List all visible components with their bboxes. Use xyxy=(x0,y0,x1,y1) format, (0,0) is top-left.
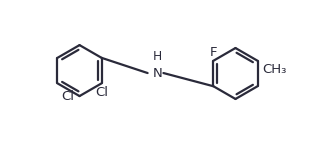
Text: N: N xyxy=(153,67,162,80)
Text: H: H xyxy=(153,50,162,63)
Text: Cl: Cl xyxy=(62,90,75,103)
Text: CH₃: CH₃ xyxy=(262,63,287,76)
Text: Cl: Cl xyxy=(95,86,108,98)
Text: F: F xyxy=(210,46,217,59)
